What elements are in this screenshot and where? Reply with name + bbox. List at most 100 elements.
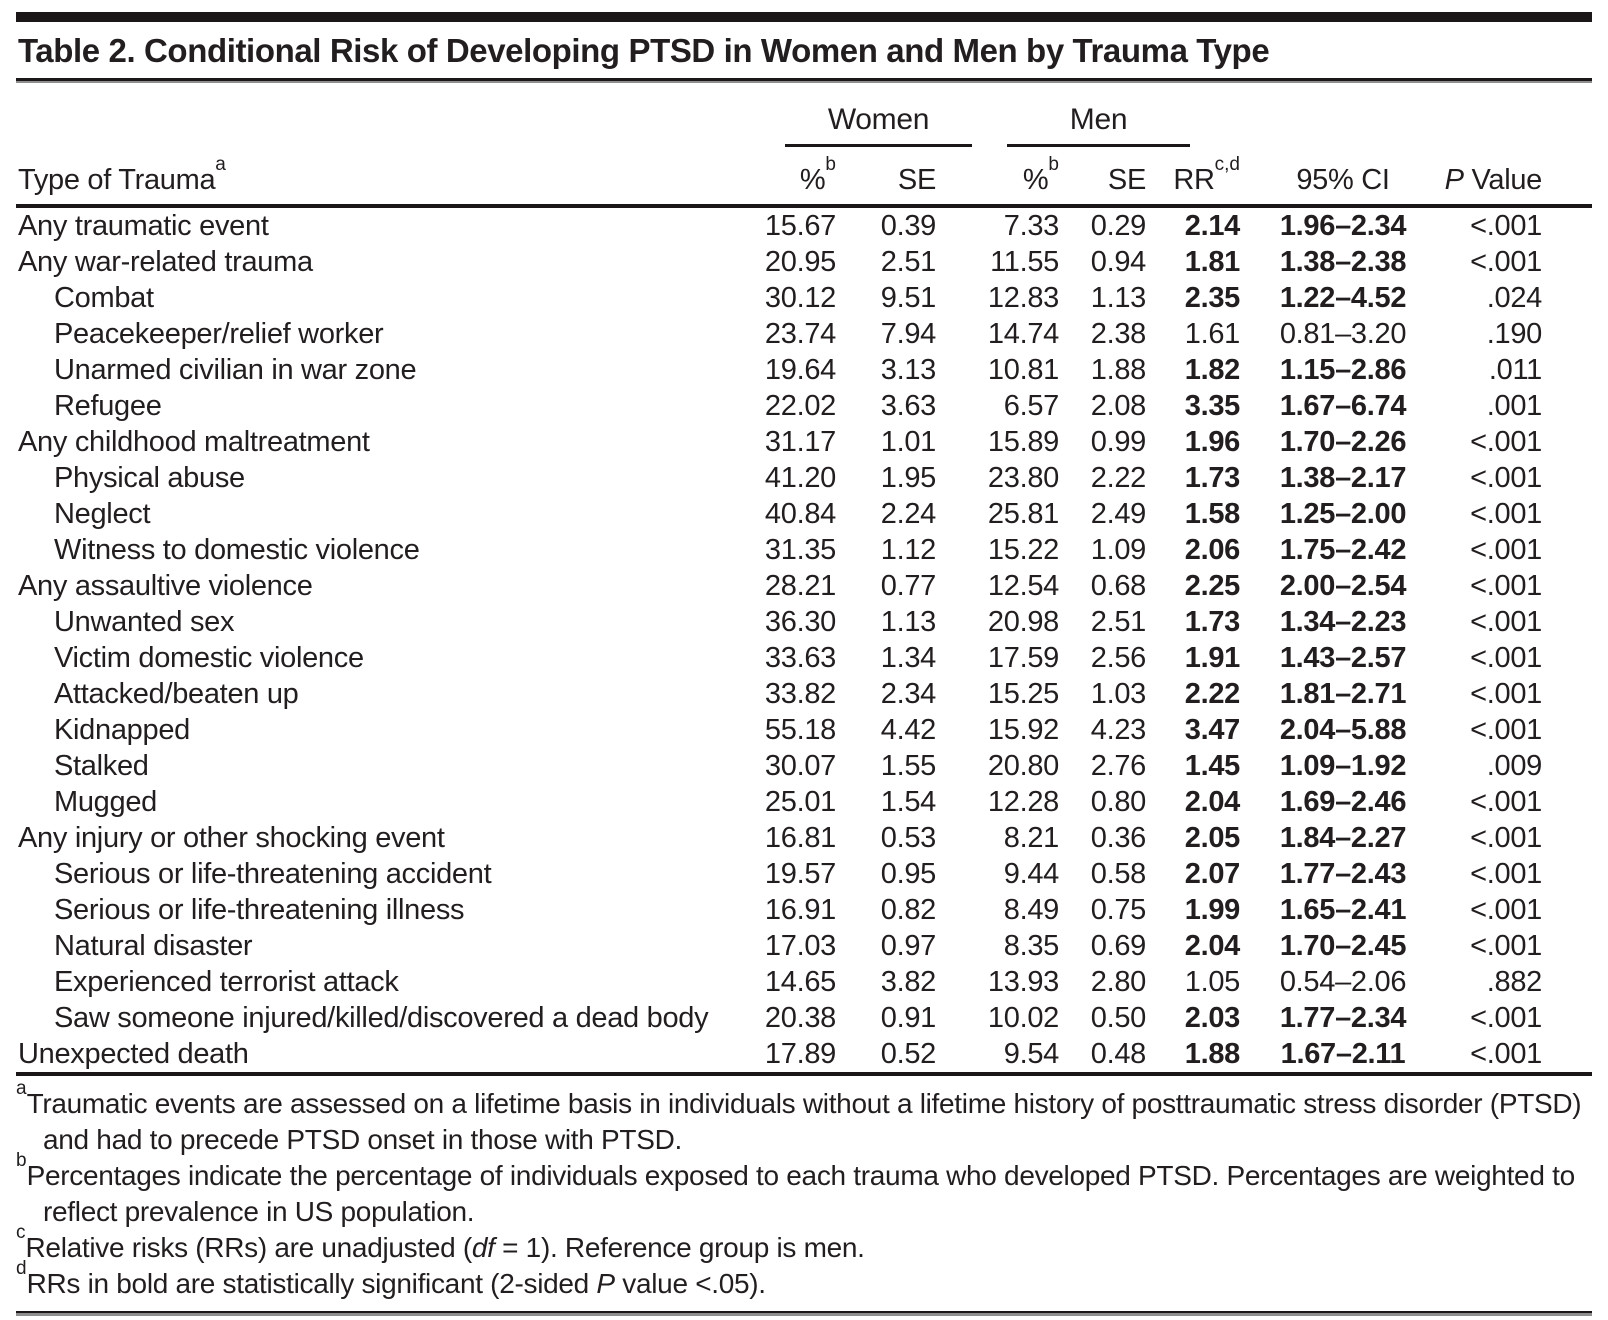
women-se-cell: 0.39: [880, 210, 937, 242]
women-se-cell: 7.94: [880, 318, 937, 350]
women-se-cell: 1.55: [880, 750, 937, 782]
women-se-cell: 3.63: [880, 390, 937, 422]
women-se-cell: 2.34: [880, 678, 937, 710]
women-se-cell: 0.53: [880, 822, 937, 854]
trauma-type-cell: Refugee: [54, 390, 162, 422]
women-pct-cell: 15.67: [764, 210, 836, 242]
footnote-d-p-italic: P: [596, 1268, 615, 1299]
men-pct-cell: 9.44: [1003, 858, 1060, 890]
women-se-cell: 9.51: [880, 282, 937, 314]
women-pct-cell: 25.01: [764, 786, 836, 818]
men-se-cell: 0.94: [1090, 246, 1147, 278]
rr-cell: 2.14: [1184, 210, 1241, 242]
women-group-header: Women: [785, 103, 972, 147]
p-value-cell: .001: [1486, 390, 1543, 422]
footnote-c-text-post: = 1). Reference group is men.: [494, 1232, 865, 1263]
men-pct-cell: 14.74: [987, 318, 1059, 350]
men-se-cell: 0.69: [1090, 930, 1147, 962]
footnote-ref-b: b: [1048, 153, 1059, 175]
p-value-cell: <.001: [1470, 570, 1542, 602]
men-se-cell: 2.56: [1090, 642, 1147, 674]
ci-cell: 1.81–2.71: [1279, 678, 1407, 710]
women-se-cell: 0.77: [880, 570, 937, 602]
men-pct-cell: 20.98: [987, 606, 1059, 638]
bottom-rule: [16, 1311, 1592, 1316]
rr-cell: 3.35: [1184, 390, 1241, 422]
women-pct-cell: 31.35: [764, 534, 836, 566]
p-value-cell: <.001: [1470, 714, 1542, 746]
footnote-d-marker: d: [16, 1258, 27, 1280]
footnote-d-text-post: value <.05).: [614, 1268, 766, 1299]
ci-cell: 1.69–2.46: [1279, 786, 1407, 818]
type-of-trauma-label: Type of Trauma: [18, 164, 216, 196]
trauma-type-cell: Kidnapped: [54, 714, 190, 746]
women-pct-cell: 16.91: [764, 894, 836, 926]
trauma-type-cell: Mugged: [54, 786, 157, 818]
col-header-rr: RRc,d: [1151, 147, 1245, 208]
ci-cell: 1.70–2.26: [1279, 426, 1407, 458]
men-pct-cell: 10.02: [987, 1002, 1059, 1034]
table-row: Refugee 22.02 3.63 6.57 2.08 3.35 1.67–6.74 .00…: [16, 388, 1592, 424]
p-value-cell: <.001: [1470, 498, 1542, 530]
ci-cell: 1.25–2.00: [1279, 498, 1407, 530]
women-se-cell: 1.12: [880, 534, 937, 566]
footnote-ref-b: b: [825, 153, 836, 175]
men-se-cell: 0.68: [1090, 570, 1147, 602]
men-se-cell: 1.03: [1090, 678, 1147, 710]
p-value-cell: .011: [1488, 354, 1542, 386]
col-header-women-pct: %b: [721, 147, 841, 208]
p-value-cell: <.001: [1470, 858, 1542, 890]
men-se-cell: 0.80: [1090, 786, 1147, 818]
table-row: Unexpected death 17.89 0.52 9.54 0.48 1.88 1.6…: [16, 1036, 1592, 1076]
ci-cell: 1.38–2.38: [1279, 246, 1407, 278]
men-pct-cell: 25.81: [987, 498, 1059, 530]
table-row: Physical abuse 41.20 1.95 23.80 2.22 1.73 1.38…: [16, 460, 1592, 496]
col-header-95ci: 95% CI: [1245, 147, 1419, 208]
footnote-d-text-pre: RRs in bold are statistically significan…: [26, 1268, 597, 1299]
women-se-cell: 2.51: [880, 246, 937, 278]
ci-cell: 2.04–5.88: [1279, 714, 1407, 746]
table-row: Neglect 40.84 2.24 25.81 2.49 1.58 1.25–2.00 <.…: [16, 496, 1592, 532]
women-se-cell: 0.52: [841, 1036, 941, 1076]
footnote-a-text: Traumatic events are assessed on a lifet…: [26, 1088, 1582, 1155]
p-value-cell: <.001: [1470, 462, 1542, 494]
men-pct-cell: 7.33: [1003, 210, 1060, 242]
rr-cell: 1.05: [1184, 966, 1241, 998]
col-header-p-value: P Value: [1419, 147, 1592, 208]
women-pct-cell: 17.03: [764, 930, 836, 962]
women-pct-cell: 20.95: [764, 246, 836, 278]
footnote-a-marker: a: [16, 1078, 27, 1100]
men-pct-cell: 15.22: [987, 534, 1059, 566]
p-value-cell: <.001: [1470, 930, 1542, 962]
rr-cell: 2.07: [1184, 858, 1241, 890]
p-value-cell: <.001: [1470, 894, 1542, 926]
women-pct-cell: 40.84: [764, 498, 836, 530]
trauma-type-cell: Serious or life-threatening illness: [54, 894, 465, 926]
table-row: Peacekeeper/relief worker 23.74 7.94 14.74 2…: [16, 316, 1592, 352]
women-se-cell: 1.54: [880, 786, 937, 818]
ci-cell: 0.81–3.20: [1279, 318, 1407, 350]
men-pct-cell: 11.55: [990, 246, 1059, 278]
p-value-cell: <.001: [1470, 1002, 1542, 1034]
footnote-b-text: Percentages indicate the percentage of i…: [26, 1160, 1576, 1227]
women-se-cell: 2.24: [880, 498, 937, 530]
footnote-c-df-italic: df: [471, 1232, 495, 1263]
trauma-type-cell: Any war-related trauma: [18, 246, 313, 278]
rr-cell: 1.61: [1184, 318, 1241, 350]
rr-cell: 1.82: [1184, 354, 1241, 386]
p-value-cell: <.001: [1419, 1036, 1592, 1076]
p-value-cell: <.001: [1470, 534, 1542, 566]
men-pct-cell: 15.25: [987, 678, 1059, 710]
men-se-cell: 2.38: [1090, 318, 1147, 350]
men-se-cell: 1.13: [1090, 282, 1147, 314]
women-se-cell: 0.82: [880, 894, 937, 926]
footnote-ref-cd: c,d: [1214, 153, 1240, 175]
ci-cell: 1.84–2.27: [1279, 822, 1407, 854]
women-pct-cell: 31.17: [764, 426, 836, 458]
p-value-cell: <.001: [1470, 822, 1542, 854]
footnote-c-text-pre: Relative risks (RRs) are unadjusted (: [25, 1232, 473, 1263]
rr-cell: 1.91: [1184, 642, 1241, 674]
rr-cell: 2.05: [1184, 822, 1241, 854]
men-pct-cell: 9.54: [941, 1036, 1064, 1076]
ci-cell: 1.22–4.52: [1279, 282, 1407, 314]
